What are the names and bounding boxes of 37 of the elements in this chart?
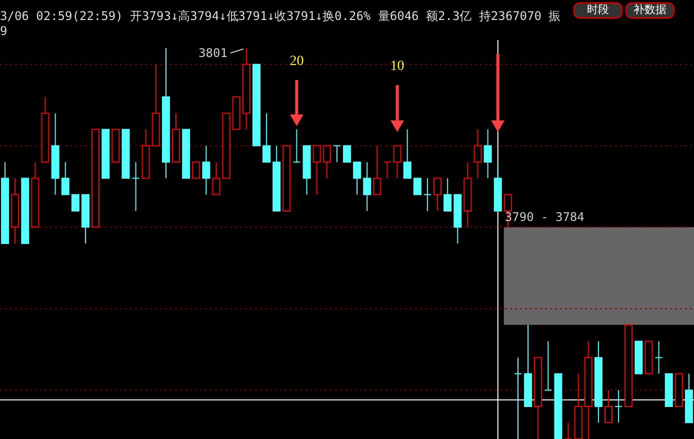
candlestick xyxy=(403,128,412,179)
candlestick xyxy=(614,390,623,424)
text: 时段 xyxy=(587,3,609,16)
candlestick xyxy=(423,178,432,212)
candlestick xyxy=(212,162,220,196)
chart-subtitle: 9 xyxy=(0,24,8,38)
candlestick xyxy=(413,178,422,196)
candlestick xyxy=(373,145,382,196)
candlestick xyxy=(292,128,301,163)
candlestick xyxy=(363,162,372,212)
annotation: 3801 xyxy=(198,46,228,60)
candlestick xyxy=(202,145,210,196)
candlestick xyxy=(604,390,613,424)
candlestick xyxy=(132,162,140,212)
candlestick xyxy=(61,162,70,196)
candlestick xyxy=(262,112,271,163)
candlestick xyxy=(322,145,331,179)
candlestick xyxy=(343,145,351,163)
candlestick xyxy=(434,178,442,212)
candlestick xyxy=(71,194,80,212)
candlestick xyxy=(514,357,522,439)
chart-title: 3/06 02:59(22:59) 开3793↓高3794↓低3791↓收3791↓换0.26% 量6046 额2.3亿 持2367070 振 xyxy=(0,9,561,23)
candlestick xyxy=(564,422,572,439)
candlestick xyxy=(353,162,362,196)
candlestick xyxy=(332,145,341,163)
candlestick xyxy=(192,162,200,179)
candlestick xyxy=(393,145,402,179)
candlestick xyxy=(312,145,321,196)
candlestick xyxy=(654,340,663,374)
candlestick xyxy=(544,340,552,391)
candlestick xyxy=(474,128,482,179)
annotation: 20 xyxy=(290,54,304,70)
text: 补数据 xyxy=(634,3,666,16)
annotation: 10 xyxy=(390,59,404,74)
candlestick xyxy=(444,178,452,212)
candlestick xyxy=(484,128,492,179)
candlestick xyxy=(383,162,392,179)
